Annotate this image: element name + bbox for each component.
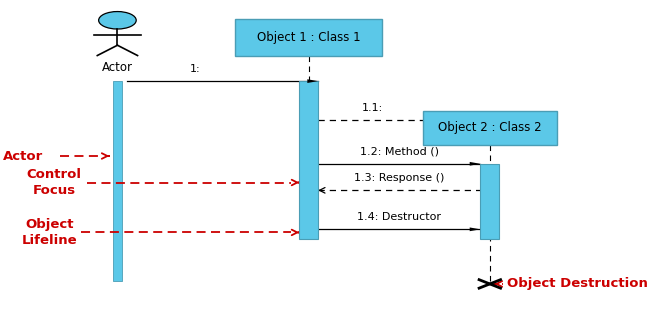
Circle shape [99, 12, 136, 29]
Polygon shape [470, 227, 480, 231]
Text: 1.4: Destructor: 1.4: Destructor [357, 212, 442, 222]
FancyBboxPatch shape [113, 81, 122, 281]
Text: 1.3: Response (): 1.3: Response () [354, 173, 444, 183]
FancyBboxPatch shape [235, 19, 382, 56]
Polygon shape [470, 162, 480, 166]
Text: 1:: 1: [191, 64, 201, 74]
Text: Object
Lifeline: Object Lifeline [21, 218, 77, 247]
Text: 1.1:: 1.1: [362, 103, 382, 113]
Text: Actor: Actor [102, 61, 133, 74]
Polygon shape [307, 79, 318, 83]
Text: Control
Focus: Control Focus [27, 168, 82, 197]
Text: Object Destruction: Object Destruction [507, 277, 648, 290]
Text: 1.2: Method (): 1.2: Method () [360, 147, 439, 157]
FancyBboxPatch shape [480, 164, 499, 239]
Text: Object 1 : Class 1: Object 1 : Class 1 [257, 31, 360, 44]
Text: Object 2 : Class 2: Object 2 : Class 2 [438, 121, 541, 134]
Text: Actor: Actor [3, 149, 44, 163]
FancyBboxPatch shape [423, 111, 557, 145]
FancyBboxPatch shape [299, 81, 318, 239]
